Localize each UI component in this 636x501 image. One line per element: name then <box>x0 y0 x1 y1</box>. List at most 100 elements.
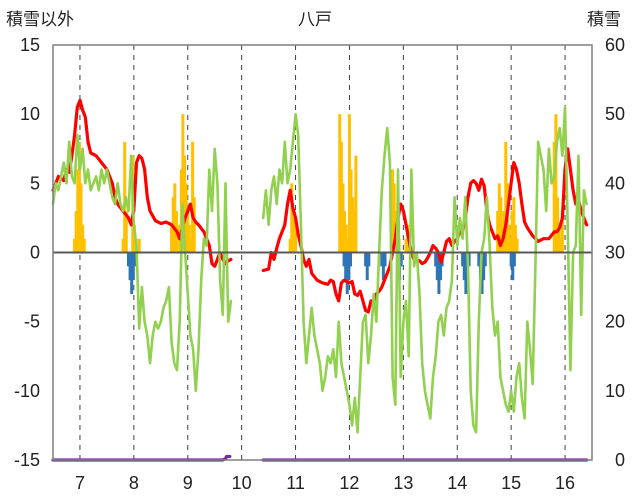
left-axis-title: 積雪以外 <box>6 10 74 30</box>
precip_pos-bar-59 <box>510 211 514 253</box>
left-tick-label: 15 <box>20 35 40 55</box>
precip_neg-bar-18 <box>399 252 403 267</box>
green-line-segment-0 <box>51 133 233 393</box>
precip_neg-bar-28 <box>467 252 471 267</box>
x-tick-label-11: 11 <box>286 473 305 493</box>
precip_pos-bar-51 <box>497 183 501 253</box>
precip_neg-bar-4 <box>133 252 137 267</box>
x-tick-label-16: 16 <box>555 473 575 493</box>
precip_pos-bar-21 <box>183 155 187 253</box>
precip_neg-bar-9 <box>349 252 353 267</box>
precip_pos-bar-4 <box>79 183 83 253</box>
precip_neg-bar-0 <box>126 252 130 267</box>
right-axis-title: 積雪 <box>587 10 621 30</box>
red-line-segment-1 <box>261 147 589 314</box>
precip_pos-bar-9 <box>124 211 128 253</box>
precip_neg-bar-36 <box>512 252 516 267</box>
precip_neg-bar-22 <box>439 252 443 281</box>
precip_pos-bar-57 <box>507 224 511 253</box>
precip_pos-bar-25 <box>189 238 193 253</box>
precip_pos-bar-58 <box>509 238 513 253</box>
precip_pos-bar-29 <box>290 183 294 253</box>
precip_pos-bar-27 <box>192 197 196 253</box>
precip_neg-bar-3 <box>131 252 135 281</box>
precip_neg-bar-13 <box>380 252 384 267</box>
x-tick-label-12: 12 <box>339 473 359 493</box>
precip_pos-bar-63 <box>552 141 556 253</box>
precip_neg-bar-5 <box>342 252 346 267</box>
left-tick-label: 10 <box>20 104 40 124</box>
precip_pos-bar-60 <box>512 197 516 253</box>
right-tick-label: 50 <box>605 104 625 124</box>
precip_pos-bar-38 <box>347 114 351 253</box>
precip_neg-bar-1 <box>128 252 132 281</box>
right-tick-label: 20 <box>605 312 625 332</box>
precip_neg-bar-20 <box>435 252 439 281</box>
precip_neg-bar-31 <box>480 252 484 294</box>
precip_neg-bar-10 <box>364 252 368 267</box>
precip_neg-bar-26 <box>464 252 468 294</box>
precip_pos-bar-1 <box>74 211 78 253</box>
precip_pos-bar-68 <box>560 211 564 253</box>
precip_neg-bar-19 <box>434 252 438 267</box>
x-tick-label-9: 9 <box>183 473 193 493</box>
precip_neg-bar-33 <box>483 252 487 267</box>
precip_neg-bar-6 <box>344 252 348 281</box>
precip_pos-bar-33 <box>339 141 343 253</box>
precip_pos-bar-39 <box>349 169 353 253</box>
right-tick-label: 40 <box>605 173 625 193</box>
x-tick-label-13: 13 <box>393 473 413 493</box>
precip_pos-bar-50 <box>496 211 500 253</box>
precip_pos-bar-52 <box>499 197 503 253</box>
precip_pos-bar-44 <box>392 183 396 253</box>
precip_neg-bar-8 <box>347 252 351 281</box>
precip_neg-bar-14 <box>381 252 385 281</box>
x-tick-label-14: 14 <box>447 473 467 493</box>
left-tick-label: 5 <box>30 173 40 193</box>
precip_pos-bar-37 <box>346 238 350 253</box>
right-tick-label: 60 <box>605 35 625 55</box>
precip_neg-bar-7 <box>345 252 349 294</box>
precip_pos-bar-43 <box>391 169 395 253</box>
precip_pos-bar-3 <box>77 141 81 253</box>
precip_pos-bar-30 <box>291 211 295 253</box>
precip_neg-bar-35 <box>511 252 515 281</box>
precip_neg-bar-2 <box>130 252 134 294</box>
precip_pos-bar-0 <box>73 238 77 253</box>
precip_pos-bar-36 <box>344 224 348 253</box>
precip_neg-bar-11 <box>365 252 369 281</box>
precip_neg-bar-34 <box>509 252 513 267</box>
precip_pos-bar-66 <box>557 224 561 253</box>
precip_neg-bar-24 <box>461 252 465 267</box>
precip_pos-bar-24 <box>187 224 191 253</box>
precip_pos-bar-23 <box>186 211 190 253</box>
right-tick-label: 10 <box>605 381 625 401</box>
plot-frame <box>52 44 593 461</box>
right-tick-label: 30 <box>605 243 625 263</box>
precip_pos-bar-6 <box>82 238 86 253</box>
left-tick-label: 0 <box>30 243 40 263</box>
precip_neg-bar-29 <box>477 252 481 267</box>
precip_pos-bar-28 <box>288 238 292 253</box>
precip_pos-bar-62 <box>515 238 519 253</box>
precip_pos-bar-20 <box>181 114 185 253</box>
x-tick-label-7: 7 <box>75 473 85 493</box>
axes <box>52 44 593 461</box>
precip_neg-bar-32 <box>482 252 486 281</box>
precip_neg-bar-15 <box>383 252 387 267</box>
precip_pos-bar-13 <box>137 238 141 253</box>
precip_pos-bar-34 <box>341 183 345 253</box>
precip_pos-bar-41 <box>352 211 356 253</box>
precip_pos-bar-7 <box>121 238 125 253</box>
precip_pos-bar-35 <box>343 211 347 253</box>
precip_pos-bar-42 <box>354 155 358 253</box>
left-tick-label: -5 <box>24 312 40 332</box>
x-tick-label-10: 10 <box>232 473 252 493</box>
precip_pos-bar-40 <box>351 197 355 253</box>
left-tick-label: -10 <box>14 381 40 401</box>
right-tick-label: 0 <box>615 450 625 470</box>
precip_pos-bar-64 <box>554 114 558 253</box>
chart-title: 八戸 <box>298 10 332 30</box>
